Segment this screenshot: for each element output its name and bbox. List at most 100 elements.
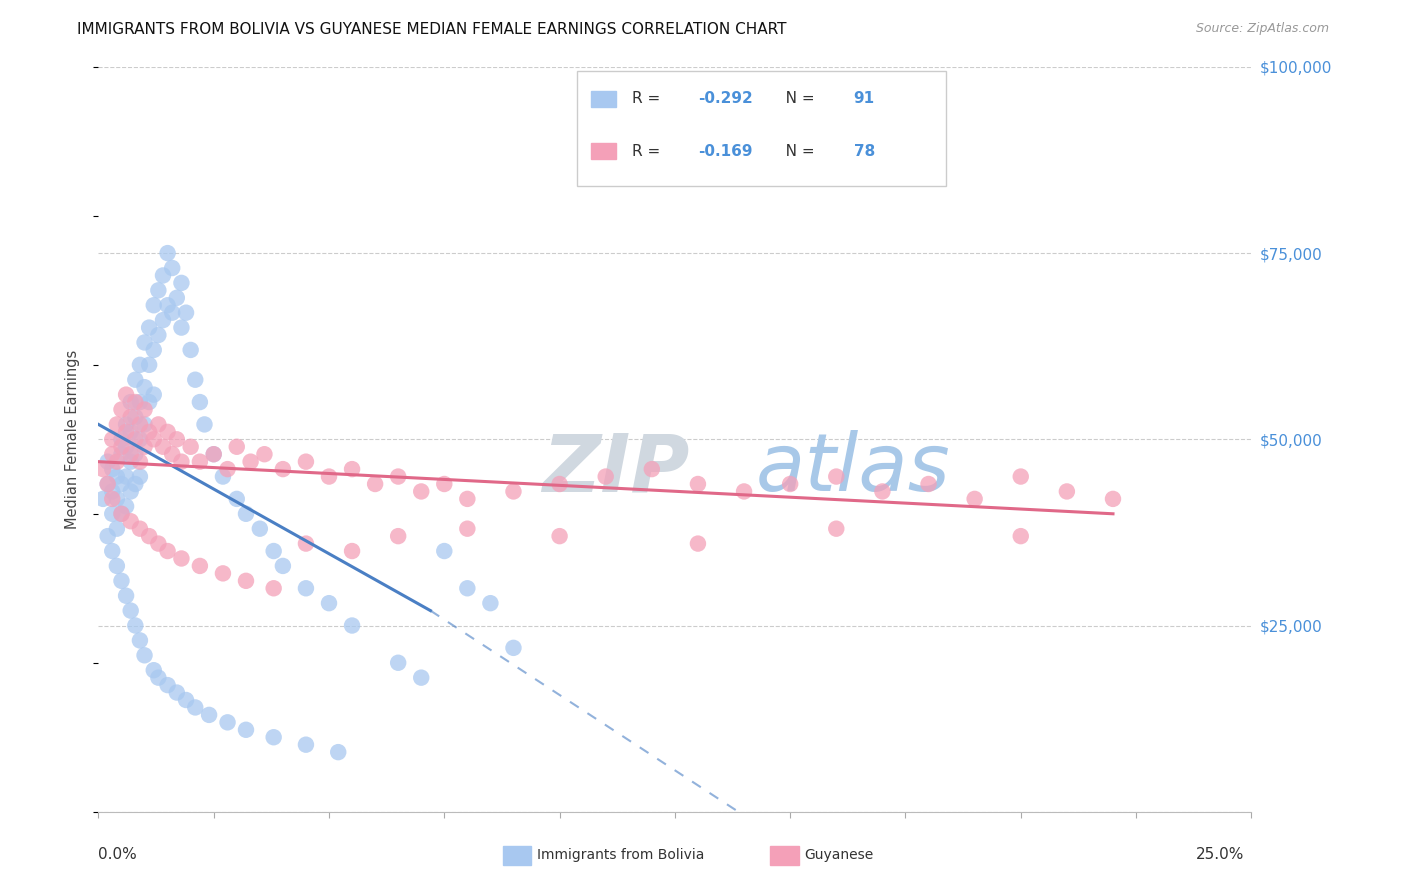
Point xyxy=(188,455,211,469)
Point xyxy=(105,558,128,573)
Point xyxy=(1056,484,1078,499)
FancyBboxPatch shape xyxy=(591,91,616,107)
Point xyxy=(217,715,239,730)
Point xyxy=(105,417,128,432)
Point xyxy=(502,484,524,499)
Point xyxy=(263,544,285,558)
Point xyxy=(779,477,801,491)
Point xyxy=(156,544,179,558)
Point xyxy=(825,469,848,483)
Text: Source: ZipAtlas.com: Source: ZipAtlas.com xyxy=(1195,22,1329,36)
Point xyxy=(101,484,124,499)
Point xyxy=(217,462,239,476)
Point xyxy=(138,358,160,372)
Point xyxy=(295,738,318,752)
Point xyxy=(641,462,664,476)
Point xyxy=(110,477,132,491)
Point xyxy=(160,306,183,320)
Point xyxy=(115,469,138,483)
Point xyxy=(170,320,193,334)
Point xyxy=(124,447,146,461)
Point xyxy=(134,402,156,417)
Point xyxy=(263,730,285,744)
Point xyxy=(124,432,146,446)
Point xyxy=(138,320,160,334)
Point xyxy=(253,447,276,461)
Point xyxy=(963,491,986,506)
Text: R =: R = xyxy=(633,91,665,106)
Point xyxy=(124,373,146,387)
Point xyxy=(235,723,257,737)
Point xyxy=(120,409,142,424)
Point xyxy=(148,536,170,550)
Point xyxy=(180,343,202,357)
Point xyxy=(129,469,152,483)
Point xyxy=(295,536,318,550)
Point xyxy=(502,640,524,655)
Point xyxy=(120,455,142,469)
Point xyxy=(433,477,456,491)
Point xyxy=(170,276,193,290)
Point xyxy=(174,693,197,707)
Point xyxy=(148,283,170,297)
Point xyxy=(318,596,340,610)
Point xyxy=(105,455,128,469)
Point xyxy=(110,432,132,446)
Point xyxy=(120,447,142,461)
Point xyxy=(387,529,409,543)
Point xyxy=(411,484,433,499)
Point xyxy=(686,477,709,491)
Point xyxy=(318,469,340,483)
Point xyxy=(174,306,197,320)
Point xyxy=(433,544,456,558)
Point xyxy=(456,582,478,596)
Point xyxy=(115,387,138,401)
Point xyxy=(387,469,409,483)
Point xyxy=(129,633,152,648)
Point xyxy=(148,328,170,343)
Point xyxy=(138,395,160,409)
Point xyxy=(456,491,478,506)
Point xyxy=(110,574,132,588)
Point xyxy=(115,500,138,514)
Text: Guyanese: Guyanese xyxy=(804,847,873,862)
Point xyxy=(134,417,156,432)
Point xyxy=(872,484,894,499)
Point xyxy=(180,440,202,454)
Point xyxy=(156,246,179,260)
Point xyxy=(134,648,156,663)
Point xyxy=(188,395,211,409)
Point xyxy=(124,409,146,424)
Point xyxy=(124,618,146,632)
Point xyxy=(235,507,257,521)
Point xyxy=(212,469,235,483)
Point xyxy=(129,455,152,469)
Point xyxy=(101,544,124,558)
Text: -0.169: -0.169 xyxy=(697,144,752,159)
Point xyxy=(115,589,138,603)
Point xyxy=(115,425,138,439)
Point xyxy=(129,395,152,409)
Point xyxy=(387,656,409,670)
Point xyxy=(134,335,156,350)
Point xyxy=(188,558,211,573)
Point xyxy=(129,432,152,446)
Point xyxy=(364,477,387,491)
Point xyxy=(156,678,179,692)
Point xyxy=(97,529,120,543)
Point xyxy=(101,462,124,476)
Point xyxy=(91,491,114,506)
Point xyxy=(249,522,271,536)
Point xyxy=(129,522,152,536)
Text: N =: N = xyxy=(770,91,820,106)
Point xyxy=(115,417,138,432)
Y-axis label: Median Female Earnings: Median Female Earnings xyxy=(65,350,80,529)
Point xyxy=(595,469,617,483)
Point xyxy=(97,477,120,491)
Point xyxy=(110,507,132,521)
Point xyxy=(166,432,188,446)
Point xyxy=(212,566,235,581)
Point xyxy=(184,700,207,714)
Point xyxy=(97,455,120,469)
Point xyxy=(138,529,160,543)
